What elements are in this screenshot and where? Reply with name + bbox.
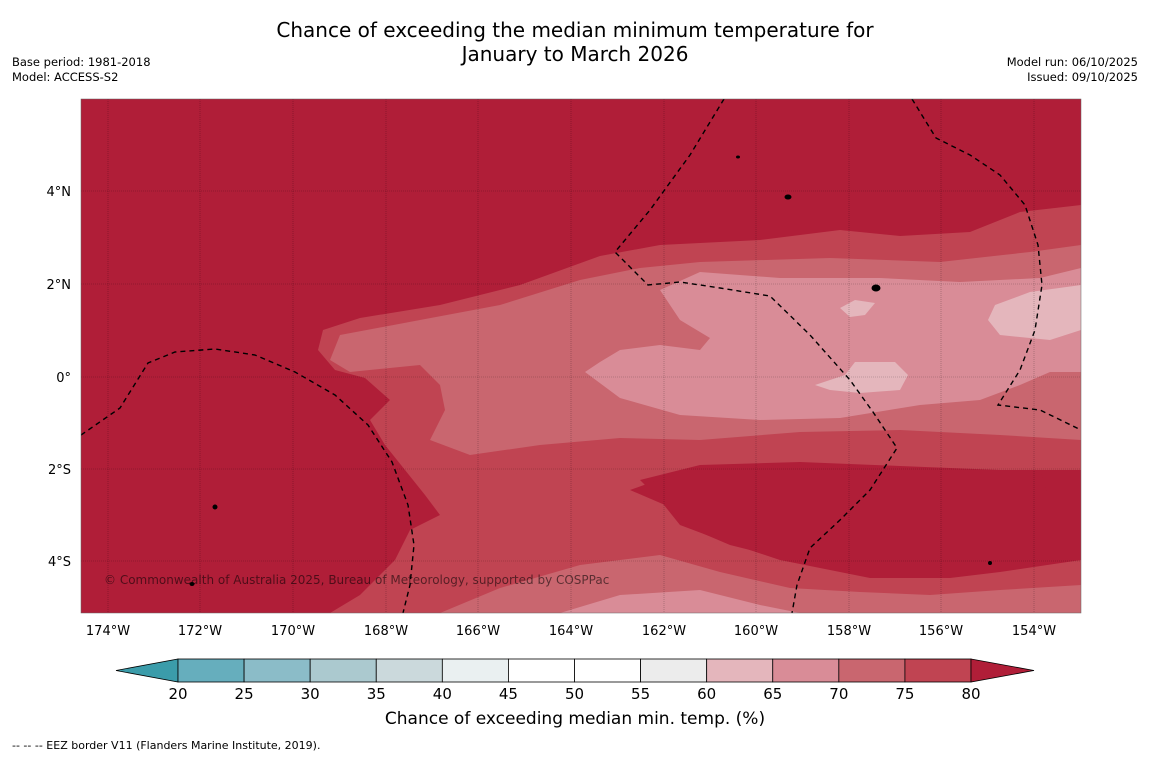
x-tick-label: 158°W bbox=[827, 624, 871, 639]
colorbar-over-arrow bbox=[970, 658, 1035, 683]
colorbar-segment bbox=[904, 658, 972, 683]
zone-65-70 bbox=[585, 268, 1081, 420]
colorbar-tick-label: 20 bbox=[168, 685, 187, 703]
zone-80-plus-south bbox=[630, 465, 1081, 575]
x-axis-labels: 174°W 172°W 170°W 168°W 166°W 164°W 162°… bbox=[86, 624, 1056, 639]
colorbar-segment bbox=[375, 658, 443, 683]
x-tick-label: 160°W bbox=[734, 624, 778, 639]
zone-60-65-east bbox=[988, 285, 1081, 340]
meta-right: Model run: 06/10/2025 Issued: 09/10/2025 bbox=[1007, 55, 1138, 85]
colorbar-segment bbox=[574, 658, 641, 683]
zone-60-65-center bbox=[815, 362, 908, 393]
colorbar-tick-label: 35 bbox=[367, 685, 386, 703]
x-tick-label: 156°W bbox=[919, 624, 963, 639]
colorbar-tick-label: 70 bbox=[829, 685, 848, 703]
colorbar-tick-label: 40 bbox=[433, 685, 452, 703]
map-field: © Commonwealth of Australia 2025, Bureau… bbox=[81, 99, 1081, 613]
zone-60-65-north bbox=[840, 300, 875, 317]
colorbar-under-arrow bbox=[115, 658, 179, 683]
colorbar-segment bbox=[243, 658, 311, 683]
colorbar-tick-label: 45 bbox=[499, 685, 518, 703]
colorbar-segment bbox=[640, 658, 708, 683]
y-tick-label: 2°S bbox=[48, 463, 71, 478]
colorbar-segment bbox=[309, 658, 377, 683]
colorbar-tick-label: 75 bbox=[895, 685, 914, 703]
colorbar-tick-label: 80 bbox=[961, 685, 980, 703]
meta-left: Base period: 1981-2018 Model: ACCESS-S2 bbox=[12, 55, 151, 85]
colorbar-segment bbox=[441, 658, 509, 683]
zone-70-75-south bbox=[440, 555, 1081, 613]
graticule bbox=[81, 99, 1081, 613]
colorbar-tick-label: 25 bbox=[235, 685, 254, 703]
y-tick-label: 2°N bbox=[47, 278, 72, 293]
x-tick-label: 164°W bbox=[549, 624, 593, 639]
map-title: Chance of exceeding the median minimum t… bbox=[0, 18, 1150, 66]
zone-75-80-notch bbox=[500, 465, 570, 500]
issued-label: Issued: 09/10/2025 bbox=[1027, 70, 1138, 84]
colorbar-label: Chance of exceeding median min. temp. (%… bbox=[384, 709, 766, 729]
copyright-note: © Commonwealth of Australia 2025, Bureau… bbox=[104, 573, 609, 587]
x-tick-label: 168°W bbox=[364, 624, 408, 639]
x-tick-label: 162°W bbox=[642, 624, 686, 639]
x-tick-label: 174°W bbox=[86, 624, 130, 639]
eez-borders bbox=[81, 99, 1081, 613]
x-tick-label: 166°W bbox=[456, 624, 500, 639]
y-tick-label: 4°N bbox=[47, 185, 72, 200]
y-tick-label: 0° bbox=[56, 371, 71, 386]
zone-65-70-south bbox=[560, 590, 800, 613]
colorbar-tick-label: 65 bbox=[763, 685, 782, 703]
title-line-2: January to March 2026 bbox=[461, 42, 689, 66]
colorbar-tick-label: 60 bbox=[697, 685, 716, 703]
colorbar-segment bbox=[706, 658, 774, 683]
base-period-label: Base period: 1981-2018 bbox=[12, 55, 151, 69]
colorbar-tick-label: 55 bbox=[631, 685, 650, 703]
y-axis-labels: 4°N 2°N 0° 2°S 4°S bbox=[47, 185, 72, 570]
colorbar-segment bbox=[772, 658, 840, 683]
colorbar-segment bbox=[838, 658, 906, 683]
colorbar-segment bbox=[508, 658, 575, 683]
colorbar-tick-label: 30 bbox=[301, 685, 320, 703]
title-line-1: Chance of exceeding the median minimum t… bbox=[276, 18, 874, 42]
model-label: Model: ACCESS-S2 bbox=[12, 70, 119, 84]
islands bbox=[189, 155, 992, 586]
x-tick-label: 154°W bbox=[1012, 624, 1056, 639]
colorbar-tick-label: 50 bbox=[565, 685, 584, 703]
eez-legend-note: -- -- -- EEZ border V11 (Flanders Marine… bbox=[12, 739, 321, 752]
colorbar: 20 25 30 35 40 45 50 55 60 65 70 75 80 bbox=[115, 658, 1035, 703]
model-run-label: Model run: 06/10/2025 bbox=[1006, 55, 1138, 69]
x-tick-label: 170°W bbox=[271, 624, 315, 639]
map-frame bbox=[80, 98, 1082, 614]
x-tick-label: 172°W bbox=[178, 624, 222, 639]
colorbar-segment bbox=[177, 658, 245, 683]
y-tick-label: 4°S bbox=[48, 555, 71, 570]
